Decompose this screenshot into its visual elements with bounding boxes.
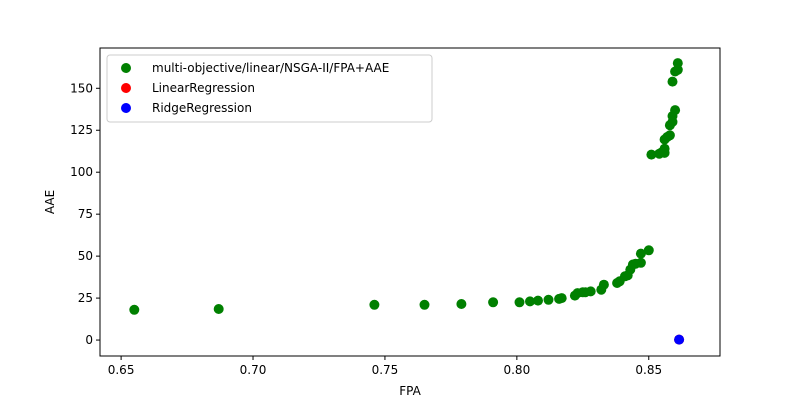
- data-point-s0-5: [488, 297, 499, 308]
- data-point-s0-27: [635, 248, 646, 259]
- y-tick-label-1: 25: [78, 291, 93, 305]
- y-tick-label-5: 125: [70, 123, 93, 137]
- data-point-s0-16: [585, 286, 596, 297]
- legend-marker-linear: [121, 83, 131, 93]
- legend-marker-ridge: [121, 103, 131, 113]
- x-axis-ticks: 0.65 0.70 0.75 0.80 0.85: [108, 356, 662, 377]
- x-tick-label-0: 0.65: [108, 363, 135, 377]
- data-point-s0-29: [646, 149, 657, 160]
- data-point-s2-0: [674, 334, 685, 345]
- y-axis-ticks: 0 25 50 75 100 125 150: [70, 81, 100, 347]
- y-tick-label-6: 150: [70, 81, 93, 95]
- legend: multi-objective/linear/NSGA-II/FPA+AAE L…: [106, 54, 433, 123]
- legend-label-nsga: multi-objective/linear/NSGA-II/FPA+AAE: [152, 61, 389, 75]
- legend-box: [106, 54, 433, 123]
- y-tick-label-2: 50: [78, 249, 93, 263]
- data-point-s0-41: [667, 76, 678, 87]
- data-point-s0-26: [635, 257, 646, 268]
- y-tick-label-4: 100: [70, 165, 93, 179]
- x-tick-label-3: 0.80: [503, 363, 530, 377]
- data-point-s0-1: [213, 304, 224, 314]
- legend-label-linear: LinearRegression: [152, 81, 255, 95]
- points-layer: [129, 58, 685, 345]
- data-point-s0-33: [659, 143, 670, 154]
- y-tick-label-0: 0: [85, 333, 93, 347]
- data-point-s0-4: [456, 299, 467, 309]
- data-point-s0-0: [129, 304, 140, 315]
- data-point-s0-9: [543, 294, 554, 305]
- y-tick-label-3: 75: [78, 207, 93, 221]
- legend-label-ridge: RidgeRegression: [152, 101, 252, 115]
- data-point-s0-18: [598, 279, 609, 290]
- data-point-s0-8: [533, 295, 543, 306]
- data-point-s0-11: [556, 293, 567, 304]
- data-point-s0-3: [419, 299, 430, 310]
- data-point-s0-2: [369, 299, 380, 310]
- x-tick-label-1: 0.70: [240, 363, 267, 377]
- data-point-s0-40: [670, 105, 681, 116]
- data-point-s0-7: [525, 296, 535, 307]
- legend-marker-nsga: [121, 63, 131, 73]
- plot-frame: [99, 47, 721, 357]
- data-point-s0-28: [643, 245, 654, 256]
- x-axis-label: FPA: [399, 384, 421, 398]
- data-point-s0-6: [514, 297, 525, 308]
- x-tick-label-2: 0.75: [372, 363, 399, 377]
- x-tick-label-4: 0.85: [635, 363, 662, 377]
- data-point-s0-44: [672, 58, 683, 69]
- data-point-s0-36: [664, 130, 675, 141]
- y-axis-label: AAE: [43, 190, 57, 214]
